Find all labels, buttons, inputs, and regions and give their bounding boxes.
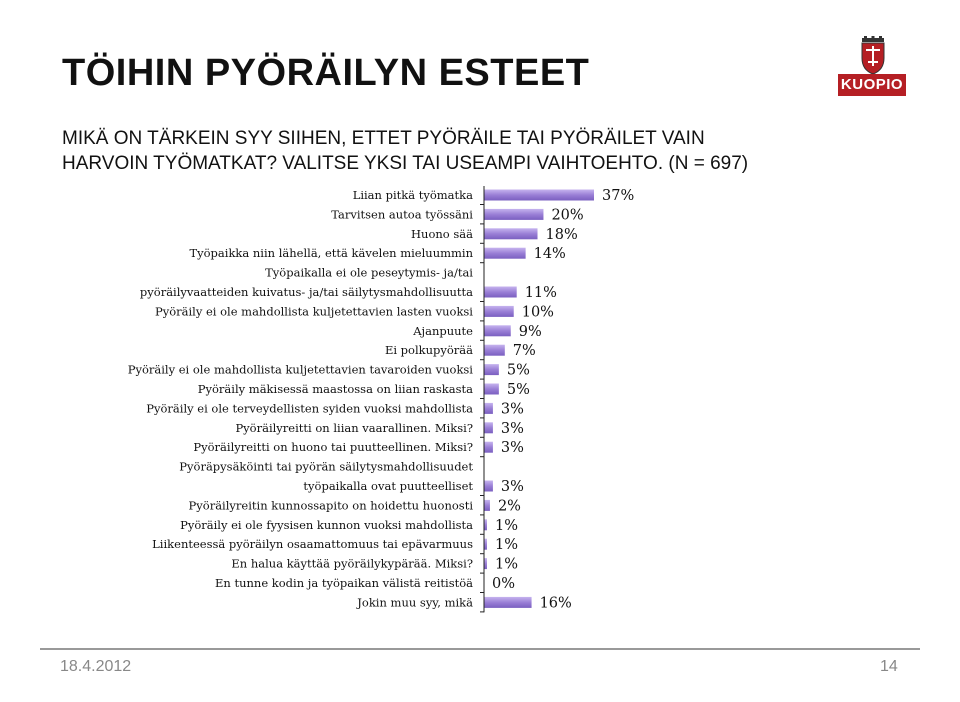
category-label: Pyöräilyreitin kunnossapito on hoidettu …: [189, 498, 474, 512]
bar: [484, 538, 487, 550]
category-label: Työpaikka niin lähellä, että kävelen mie…: [189, 246, 473, 260]
value-label: 37%: [602, 188, 634, 204]
category-label: Pyöräily ei ole mahdollista kuljetettavi…: [155, 304, 473, 318]
category-label: Pyöräily ei ole terveydellisten syiden v…: [146, 401, 473, 415]
value-label: 3%: [501, 479, 524, 495]
footer-date: 18.4.2012: [60, 658, 132, 675]
category-label: Pyöräily mäkisessä maastossa on liian ra…: [198, 382, 473, 396]
bar: [484, 189, 594, 201]
bar: [484, 499, 490, 511]
category-label: En halua käyttää pyöräilykypärää. Miksi?: [231, 557, 473, 571]
barriers-bar-chart: Liian pitkä työmatka Tarvitsen autoa työs…: [128, 186, 634, 613]
category-label: Tarvitsen autoa työssäni: [331, 207, 473, 221]
slide-title: TÖIHIN PYÖRÄILYN ESTEET: [62, 52, 590, 94]
bar: [484, 596, 532, 608]
category-label: Liian pitkä työmatka: [353, 188, 473, 202]
category-label: Pyöräilyreitti on huono tai puutteelline…: [193, 440, 473, 454]
bar: [484, 208, 544, 220]
value-label: 2%: [498, 498, 521, 514]
bar: [484, 344, 505, 356]
value-label: 3%: [501, 421, 524, 437]
value-label: 9%: [519, 324, 542, 340]
bar: [484, 422, 493, 434]
category-label: Pyöräpysäköinti tai pyörän säilytysmahdo…: [179, 460, 473, 474]
value-label: 10%: [522, 304, 554, 320]
value-label: 3%: [501, 440, 524, 456]
category-label: Työpaikalla ei ole peseytymis- ja/tai: [265, 266, 473, 280]
value-label: 11%: [525, 285, 557, 301]
category-label: Ei polkupyörää: [385, 343, 473, 357]
page-number: 14: [880, 658, 898, 675]
value-label: 14%: [534, 246, 566, 262]
value-label: 1%: [495, 557, 518, 573]
value-label: 7%: [513, 343, 536, 359]
value-label: 20%: [551, 207, 583, 223]
value-label: 3%: [501, 401, 524, 417]
value-label: 1%: [495, 518, 518, 534]
bar: [484, 519, 487, 531]
bar: [484, 364, 499, 376]
category-label: Huono sää: [411, 227, 473, 241]
bar: [484, 247, 526, 259]
question-subtitle: MIKÄ ON TÄRKEIN SYY SIIHEN, ETTET PYÖRÄI…: [62, 128, 749, 174]
value-label: 0%: [492, 576, 515, 592]
kuopio-coat-of-arms-icon: [861, 36, 885, 75]
bar: [484, 228, 538, 240]
kuopio-logo: KUOPIO: [838, 74, 906, 96]
bar: [484, 383, 499, 395]
bar: [484, 402, 493, 414]
value-label: 16%: [540, 595, 572, 611]
value-label: 5%: [507, 363, 530, 379]
bar: [484, 305, 514, 317]
value-label: 18%: [546, 227, 578, 243]
category-label: pyöräilyvaatteiden kuivatus- ja/tai säil…: [140, 285, 473, 299]
value-label: 5%: [507, 382, 530, 398]
category-label: Pyöräily ei ole fyysisen kunnon vuoksi m…: [180, 518, 473, 532]
bar: [484, 441, 493, 453]
value-label: 1%: [495, 537, 518, 553]
bar: [484, 558, 487, 570]
bar: [484, 286, 517, 298]
category-label: Pyöräily ei ole mahdollista kuljetettavi…: [128, 363, 474, 377]
bar: [484, 480, 493, 492]
category-label: Pyöräilyreitti on liian vaarallinen. Mik…: [235, 421, 473, 435]
category-label: Jokin muu syy, mikä: [356, 595, 473, 609]
footer-divider: [40, 648, 920, 650]
category-label: Liikenteessä pyöräilyn osaamattomuus tai…: [152, 537, 473, 551]
bar: [484, 325, 511, 337]
category-label: Ajanpuute: [412, 324, 473, 338]
category-label: työpaikalla ovat puutteelliset: [303, 479, 473, 493]
category-label: En tunne kodin ja työpaikan välistä reit…: [215, 576, 473, 590]
